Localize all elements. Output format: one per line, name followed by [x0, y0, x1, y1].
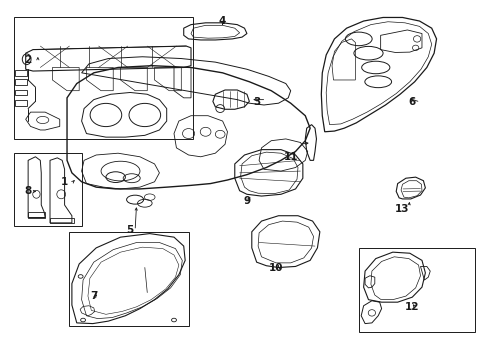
Text: 1: 1 — [61, 177, 68, 187]
Bar — [69, 232, 188, 327]
Bar — [14, 18, 193, 139]
Text: 7: 7 — [90, 291, 97, 301]
Text: 13: 13 — [394, 203, 409, 213]
Text: 10: 10 — [268, 262, 283, 273]
Text: 8: 8 — [24, 186, 32, 196]
Text: 9: 9 — [243, 197, 250, 206]
Text: 12: 12 — [404, 302, 419, 312]
Text: 11: 11 — [283, 152, 297, 162]
Bar — [358, 248, 474, 332]
Text: 5: 5 — [126, 225, 134, 235]
Text: 2: 2 — [24, 55, 32, 65]
Text: 3: 3 — [252, 97, 260, 107]
Text: 4: 4 — [219, 16, 226, 26]
Bar — [14, 153, 81, 226]
Text: 6: 6 — [408, 97, 415, 107]
